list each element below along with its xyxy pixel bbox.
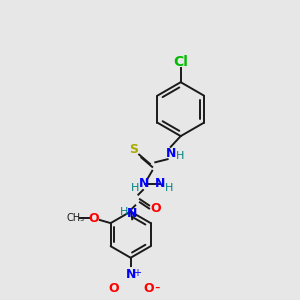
Text: H: H (131, 184, 140, 194)
Text: N: N (125, 268, 136, 281)
Text: N: N (127, 207, 137, 220)
Text: H: H (176, 151, 184, 161)
Text: O: O (150, 202, 160, 215)
Text: N: N (155, 177, 165, 190)
Text: -: - (154, 280, 160, 295)
Text: Cl: Cl (173, 55, 188, 69)
Text: N: N (166, 146, 176, 160)
Text: H: H (120, 207, 129, 217)
Text: H: H (165, 184, 173, 194)
Text: S: S (129, 143, 138, 157)
Text: O: O (88, 212, 99, 225)
Text: O: O (144, 282, 154, 295)
Text: N: N (139, 177, 150, 190)
Text: CH₃: CH₃ (66, 214, 84, 224)
Text: +: + (133, 268, 141, 278)
Text: O: O (108, 282, 119, 295)
